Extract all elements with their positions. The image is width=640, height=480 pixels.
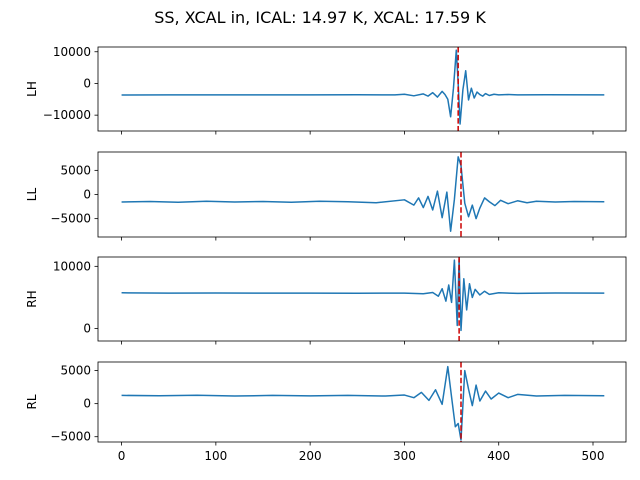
xtick-label: 300 [393, 449, 416, 463]
series-line-lh [121, 49, 605, 125]
ytick-label-ll: 0 [83, 188, 91, 202]
axes-frame-ll [97, 151, 627, 238]
ytick-label-rh: 10000 [53, 259, 91, 273]
ytick-label-ll: −5000 [50, 212, 91, 226]
ytick-label-ll: 5000 [60, 163, 91, 177]
xtick-label: 400 [487, 449, 510, 463]
ytick-label-rl: 0 [83, 397, 91, 411]
ylabel-ll: LL [25, 188, 39, 202]
series-line-rh [121, 258, 605, 332]
ytick-label-lh: 10000 [53, 45, 91, 59]
axes-frame-rh [97, 256, 627, 342]
xtick-label: 100 [204, 449, 227, 463]
ylabel-rh: RH [25, 290, 39, 307]
ylabel-lh: LH [25, 81, 39, 97]
ytick-label-lh: −10000 [43, 108, 91, 122]
xtick-label: 200 [299, 449, 322, 463]
ytick-label-lh: 0 [83, 76, 91, 90]
ytick-label-rh: 0 [83, 322, 91, 336]
series-line-rl [121, 365, 605, 441]
ytick-label-rl: 5000 [60, 364, 91, 378]
xtick-label: 500 [582, 449, 605, 463]
xtick-label: 0 [118, 449, 126, 463]
series-line-ll [121, 156, 605, 232]
figure-title: SS, XCAL in, ICAL: 14.97 K, XCAL: 17.59 … [154, 8, 486, 27]
ytick-label-rl: −5000 [50, 430, 91, 444]
ylabel-rl: RL [25, 394, 39, 409]
axes-frame-lh [97, 46, 627, 132]
axes-frame-rl [97, 361, 627, 443]
